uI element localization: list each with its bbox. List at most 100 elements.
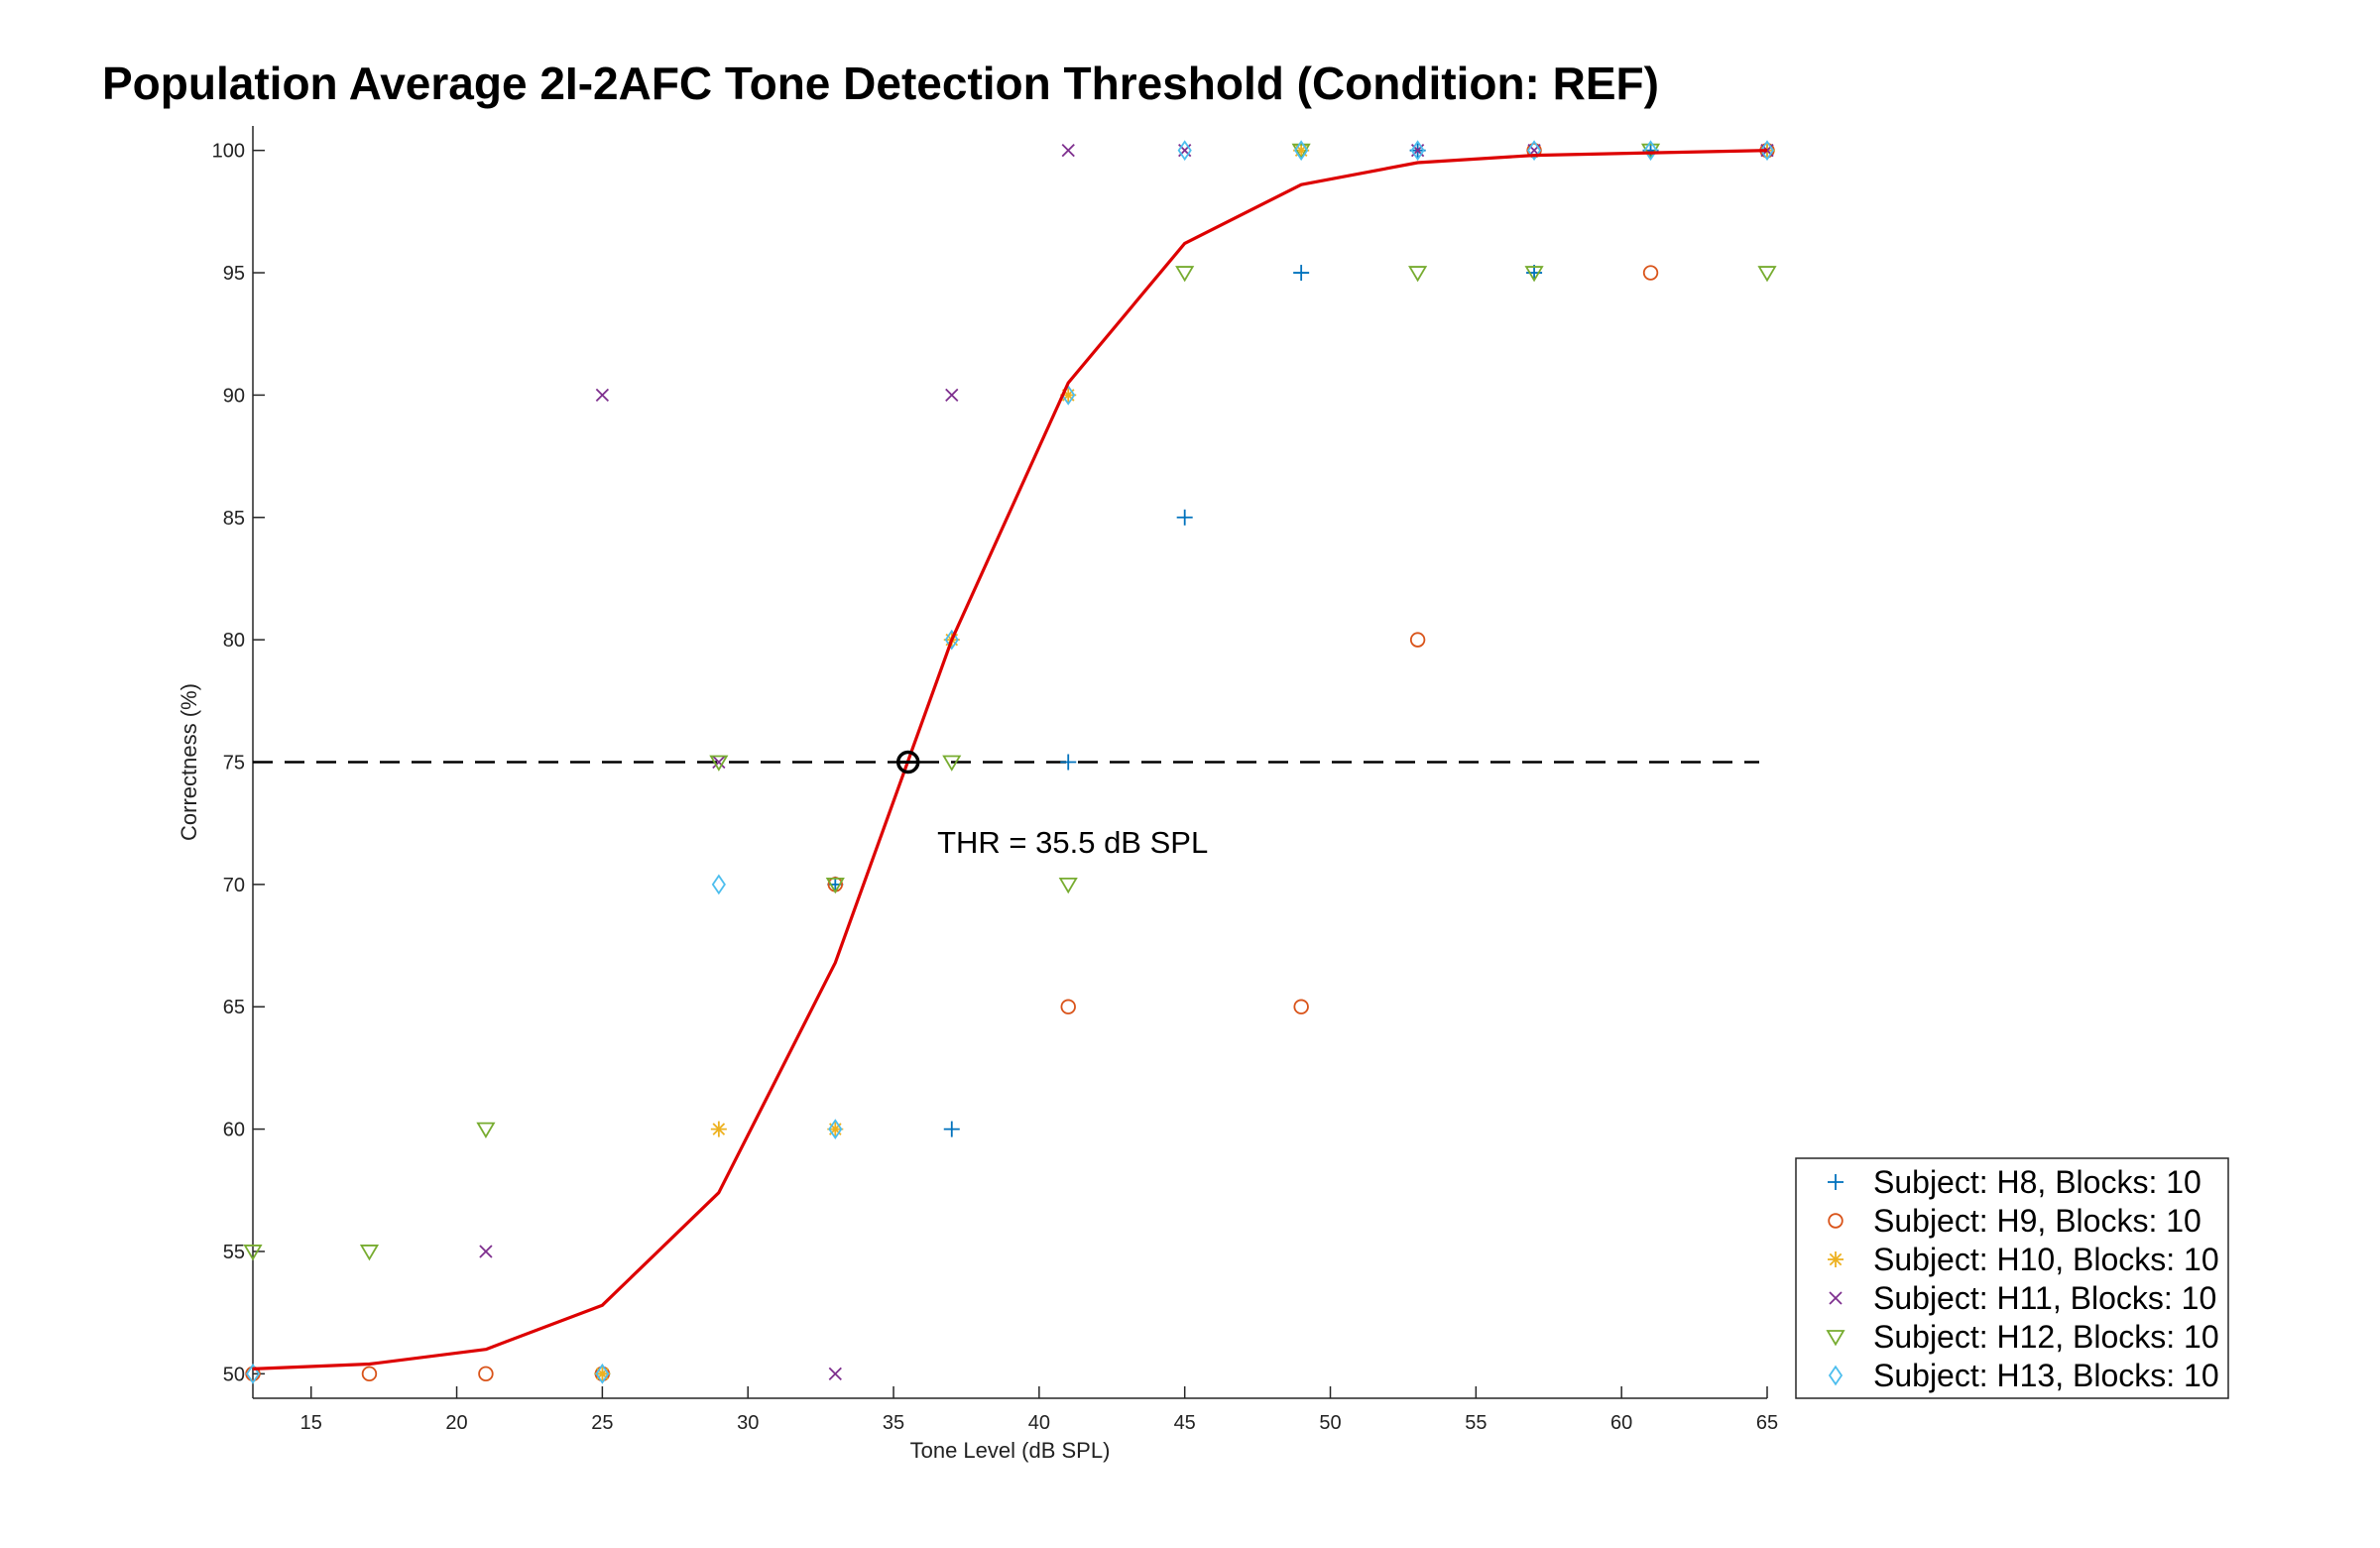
data-point [243, 1245, 263, 1261]
legend-label: Subject: H13, Blocks: 10 [1873, 1358, 2219, 1393]
data-point [825, 877, 845, 894]
data-point [1294, 140, 1309, 162]
x-tick-label: 35 [883, 1412, 904, 1434]
y-tick-label: 90 [223, 385, 245, 407]
marker-triangle [825, 877, 845, 894]
y-tick-label: 85 [223, 508, 245, 530]
data-point [1058, 877, 1078, 894]
data-point [1177, 140, 1192, 162]
marker-triangle [359, 1245, 380, 1261]
data-point [709, 755, 729, 772]
marker-diamond [245, 1363, 261, 1384]
series-6 [245, 140, 1775, 1384]
marker-asterisk-arm [712, 1123, 726, 1135]
marker-circle [1642, 265, 1659, 281]
x-tick-label: 25 [591, 1412, 613, 1434]
data-point [1642, 265, 1659, 281]
x-tick-label: 15 [300, 1412, 322, 1434]
fit-curve [252, 149, 1768, 1370]
data-point [361, 1366, 378, 1382]
data-point [943, 1121, 960, 1137]
marker-diamond [1410, 140, 1425, 162]
legend-item: Subject: H8, Blocks: 10 [1828, 1164, 2202, 1200]
marker-diamond [1759, 140, 1775, 162]
x-axis-label: Tone Level (dB SPL) [910, 1438, 1111, 1463]
x-tick-label: 20 [445, 1412, 467, 1434]
data-point [1409, 632, 1426, 648]
data-point [711, 874, 726, 895]
marker-triangle [1757, 266, 1777, 283]
marker-circle [1828, 1213, 1844, 1229]
data-point [942, 755, 962, 772]
data-point [1060, 754, 1077, 771]
x-tick-label: 60 [1610, 1412, 1632, 1434]
marker-x-b [712, 755, 726, 770]
data-point [1526, 140, 1542, 162]
data-point [1293, 265, 1310, 282]
marker-diamond [1526, 140, 1542, 162]
data-point [1408, 266, 1428, 283]
marker-diamond [1294, 140, 1309, 162]
y-tick-label: 80 [223, 630, 245, 652]
marker-x-b [828, 1367, 842, 1380]
legend-label: Subject: H9, Blocks: 10 [1873, 1203, 2202, 1239]
data-point [245, 1363, 261, 1384]
data-point [944, 629, 959, 651]
y-tick-label: 100 [212, 141, 245, 163]
data-point [595, 1363, 610, 1384]
y-tick-label: 50 [223, 1364, 245, 1385]
marker-diamond [828, 1119, 843, 1139]
marker-triangle [709, 755, 729, 772]
legend-label: Subject: H10, Blocks: 10 [1873, 1242, 2219, 1277]
marker-diamond [1177, 140, 1192, 162]
legend-label: Subject: H11, Blocks: 10 [1873, 1280, 2216, 1316]
data-point [1060, 999, 1076, 1014]
marker-diamond [1828, 1365, 1844, 1386]
marker-triangle [1524, 266, 1544, 283]
y-tick-label: 65 [223, 997, 245, 1018]
data-point [1061, 144, 1075, 158]
x-tick-label: 50 [1319, 1412, 1341, 1434]
marker-circle [478, 1366, 494, 1382]
y-tick-label: 60 [223, 1120, 245, 1141]
legend-item: Subject: H12, Blocks: 10 [1826, 1319, 2219, 1355]
marker-x-b [479, 1245, 493, 1258]
marker-triangle [1826, 1330, 1845, 1347]
data-point [712, 755, 726, 770]
legend-label: Subject: H12, Blocks: 10 [1873, 1319, 2219, 1355]
x-tick-label: 30 [737, 1412, 759, 1434]
marker-triangle [1408, 266, 1428, 283]
data-point [1176, 509, 1193, 526]
data-point [359, 1245, 380, 1261]
legend-item: Subject: H11, Blocks: 10 [1829, 1280, 2216, 1316]
marker-circle [1409, 632, 1426, 648]
marker-x-b [1829, 1291, 1843, 1305]
data-point [1759, 140, 1775, 162]
marker-triangle [942, 755, 962, 772]
x-tick-label: 55 [1465, 1412, 1487, 1434]
data-point [1643, 140, 1658, 162]
y-tick-label: 70 [223, 875, 245, 896]
threshold-annotation: THR = 35.5 dB SPL [937, 825, 1208, 860]
data-point [1757, 266, 1777, 283]
data-point [478, 1366, 494, 1382]
marker-circle [1293, 999, 1309, 1014]
legend-box [1795, 1157, 2229, 1399]
legend-label: Subject: H8, Blocks: 10 [1873, 1164, 2202, 1200]
y-tick-label: 75 [223, 753, 245, 774]
marker-triangle [476, 1122, 496, 1138]
y-axis-label: Correctness (%) [177, 683, 201, 841]
chart-title: Population Average 2I-2AFC Tone Detectio… [102, 58, 1659, 109]
legend-item: Subject: H13, Blocks: 10 [1828, 1358, 2219, 1393]
data-point [1291, 143, 1311, 161]
x-tick-label: 65 [1756, 1412, 1778, 1434]
series-5 [243, 143, 1777, 1261]
marker-diamond [1643, 140, 1658, 162]
marker-diamond [595, 1363, 610, 1384]
data-point [1293, 999, 1309, 1014]
data-point [479, 1245, 493, 1258]
marker-triangle [243, 1245, 263, 1261]
data-point [710, 1121, 727, 1137]
data-point [1175, 266, 1195, 283]
